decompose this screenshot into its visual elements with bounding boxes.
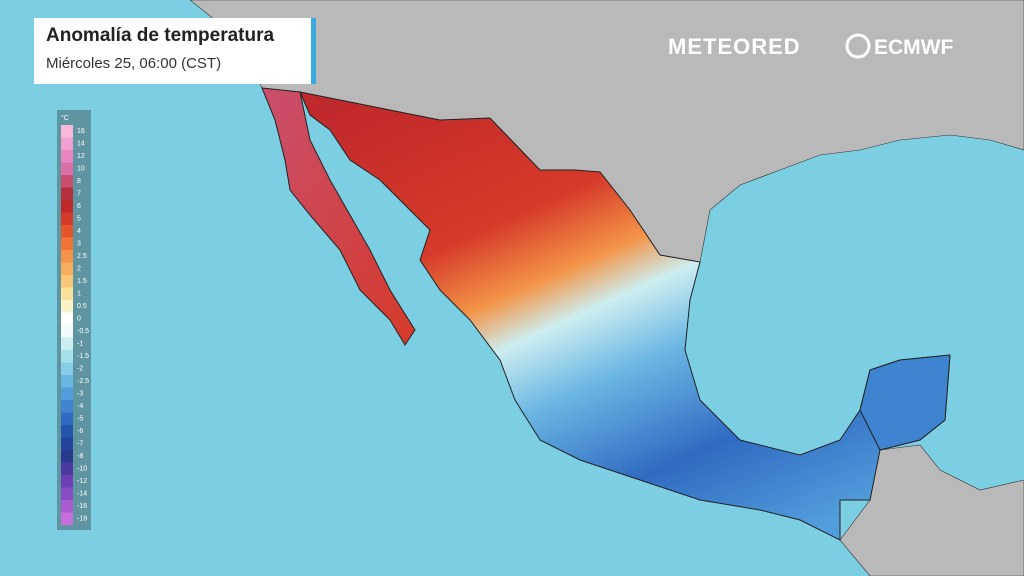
legend-swatch bbox=[61, 375, 73, 388]
legend-swatch bbox=[61, 287, 73, 301]
baja-california bbox=[261, 87, 416, 346]
legend: °C 16 14 12 10 8 7 6 5 4 3 2.5 2 1.5 1 0.5 0 -0.5 -1 -1.5 -… bbox=[57, 110, 91, 530]
legend-swatch bbox=[61, 212, 73, 226]
legend-swatch bbox=[61, 387, 73, 401]
legend-swatch bbox=[61, 350, 73, 363]
legend-label: 8 bbox=[77, 178, 81, 185]
legend-label: 4 bbox=[77, 228, 81, 235]
legend-swatch bbox=[61, 475, 73, 488]
legend-label: -3 bbox=[77, 391, 83, 398]
legend-swatch bbox=[61, 312, 73, 326]
legend-label: -12 bbox=[77, 478, 87, 485]
legend-label: -2 bbox=[77, 366, 83, 373]
subtitle: Miércoles 25, 06:00 (CST) bbox=[46, 55, 221, 72]
legend-swatch bbox=[61, 137, 73, 151]
legend-swatch bbox=[61, 450, 73, 463]
legend-label: 7 bbox=[77, 191, 81, 198]
legend-swatch bbox=[61, 425, 73, 438]
legend-label: -1 bbox=[77, 341, 83, 348]
legend-swatch bbox=[61, 262, 73, 276]
legend-label: -8 bbox=[77, 453, 83, 460]
brand-logo: METEORED bbox=[668, 34, 801, 59]
legend-label: -14 bbox=[77, 491, 87, 498]
title: Anomalía de temperatura bbox=[46, 25, 274, 46]
legend-label: 10 bbox=[77, 166, 85, 173]
legend-swatch bbox=[61, 150, 73, 163]
legend-swatch bbox=[61, 500, 73, 513]
legend-label: 16 bbox=[77, 128, 85, 135]
legend-label: 14 bbox=[77, 141, 85, 148]
legend-swatch bbox=[61, 487, 73, 501]
legend-label: -16 bbox=[77, 503, 87, 510]
legend-label: 0.5 bbox=[77, 303, 87, 310]
legend-label: 1 bbox=[77, 291, 81, 298]
legend-swatch bbox=[61, 162, 73, 176]
legend-swatch bbox=[61, 250, 73, 263]
legend-label: -0.5 bbox=[77, 328, 89, 335]
legend-swatch bbox=[61, 175, 73, 188]
legend-label: 5 bbox=[77, 216, 81, 223]
legend-swatch bbox=[61, 187, 73, 201]
partner-logo: ECMWF bbox=[874, 36, 953, 59]
legend-swatch bbox=[61, 200, 73, 213]
legend-swatch bbox=[61, 412, 73, 426]
legend-label: 2.5 bbox=[77, 253, 87, 260]
legend-swatch bbox=[61, 125, 73, 138]
legend-swatch bbox=[61, 362, 73, 376]
legend-label: -6 bbox=[77, 428, 83, 435]
legend-label: 1.5 bbox=[77, 278, 87, 285]
yucatan bbox=[859, 354, 951, 451]
title-box bbox=[34, 18, 316, 84]
legend-unit: °C bbox=[61, 114, 69, 122]
legend-swatch bbox=[61, 300, 73, 313]
legend-label: 12 bbox=[77, 153, 85, 160]
legend-label: 2 bbox=[77, 266, 81, 273]
legend-label: -5 bbox=[77, 416, 83, 423]
partner-icon bbox=[845, 33, 871, 59]
legend-label: -18 bbox=[77, 516, 87, 523]
legend-swatch bbox=[61, 237, 73, 251]
legend-swatch bbox=[61, 462, 73, 476]
legend-label: -7 bbox=[77, 441, 83, 448]
title-accent bbox=[311, 18, 316, 84]
legend-label: 6 bbox=[77, 203, 81, 210]
legend-label: -4 bbox=[77, 403, 83, 410]
legend-swatch bbox=[61, 225, 73, 238]
legend-swatch bbox=[61, 512, 73, 526]
legend-label: -1.5 bbox=[77, 353, 89, 360]
legend-label: 0 bbox=[77, 316, 81, 323]
legend-swatch bbox=[61, 325, 73, 338]
legend-swatch bbox=[61, 437, 73, 451]
legend-label: -2.5 bbox=[77, 378, 89, 385]
legend-label: -10 bbox=[77, 466, 87, 473]
legend-label: 3 bbox=[77, 241, 81, 248]
legend-swatch bbox=[61, 337, 73, 351]
legend-swatch bbox=[61, 400, 73, 413]
legend-swatch bbox=[61, 275, 73, 288]
